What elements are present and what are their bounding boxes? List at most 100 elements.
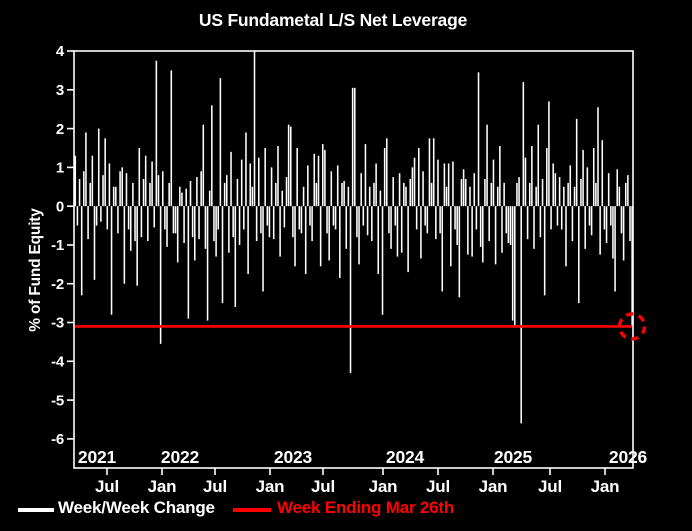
bar [501, 206, 503, 253]
bar [477, 72, 480, 207]
bar [317, 155, 320, 207]
bar [134, 206, 136, 242]
legend-reference-swatch [233, 508, 271, 512]
bar [104, 138, 106, 207]
bar [275, 182, 277, 207]
bar [563, 186, 565, 207]
bar [627, 175, 629, 207]
bar [330, 171, 333, 207]
bar [168, 182, 170, 207]
bar [409, 179, 412, 207]
bar [450, 206, 452, 267]
bar [539, 206, 542, 238]
y-tick-label: -6 [51, 431, 64, 448]
bar [183, 206, 185, 244]
bar [206, 206, 209, 321]
bar [475, 206, 478, 230]
bar [93, 206, 96, 280]
bar [298, 206, 301, 230]
bar [597, 107, 599, 207]
bar [179, 186, 181, 207]
bar [213, 206, 215, 242]
bar [618, 186, 621, 207]
bar [437, 159, 439, 207]
bar [219, 78, 222, 207]
bar [590, 206, 593, 236]
bar [200, 171, 202, 207]
bar [119, 171, 121, 207]
chart-title: US Fundametal L/S Net Leverage [198, 10, 468, 30]
bar [307, 165, 309, 207]
bar [326, 206, 328, 234]
bar [467, 206, 469, 255]
bar [228, 206, 230, 253]
bar [127, 206, 130, 230]
bar [381, 206, 384, 315]
bar [386, 138, 388, 207]
bar [396, 206, 399, 257]
bar [405, 186, 407, 207]
bar [78, 179, 81, 207]
bar [518, 177, 520, 207]
bar [392, 177, 394, 207]
y-tick-label: 1 [56, 160, 64, 177]
bar [266, 206, 269, 226]
bar [503, 182, 505, 207]
bar [349, 206, 352, 373]
bar [616, 169, 618, 207]
bar [573, 186, 576, 207]
bar [245, 132, 247, 207]
bar [339, 206, 341, 278]
bar [309, 206, 311, 226]
bar [588, 206, 591, 226]
bar [441, 206, 444, 292]
bar [558, 177, 561, 207]
bar [290, 126, 292, 207]
bar [499, 146, 501, 207]
bar [147, 206, 149, 242]
bar [106, 206, 109, 230]
bar [366, 206, 369, 236]
bar [432, 138, 435, 207]
bar [95, 206, 98, 226]
bar [473, 173, 476, 207]
bar [176, 206, 179, 263]
bar [351, 87, 354, 207]
bar [360, 173, 362, 207]
bar [507, 206, 510, 244]
legend-series-swatch [18, 508, 54, 512]
y-tick-label: -1 [51, 237, 64, 254]
bar [629, 206, 631, 242]
bar [567, 182, 569, 207]
bar [85, 132, 87, 207]
bar [279, 206, 281, 257]
bar [294, 206, 296, 267]
bar [394, 206, 397, 226]
x-month-label: Jul [311, 477, 335, 496]
bar [494, 206, 497, 265]
bar [537, 124, 540, 207]
bar [569, 165, 572, 207]
bar [187, 206, 190, 319]
bar [371, 206, 373, 242]
bar [424, 206, 426, 226]
bar [605, 206, 608, 244]
bar [270, 167, 273, 207]
bar [87, 206, 89, 240]
bar [115, 186, 117, 207]
bar [315, 182, 318, 207]
bar [142, 179, 145, 207]
bar [430, 182, 433, 207]
bar [560, 206, 563, 230]
bar [272, 206, 275, 240]
bar [223, 182, 226, 207]
bar [260, 206, 262, 234]
x-year-label: 2023 [274, 447, 313, 467]
bar [413, 157, 416, 207]
y-tick-label: 4 [56, 43, 65, 60]
bar [251, 186, 254, 207]
bar [313, 153, 316, 207]
bar [614, 206, 616, 292]
bar [447, 163, 450, 207]
